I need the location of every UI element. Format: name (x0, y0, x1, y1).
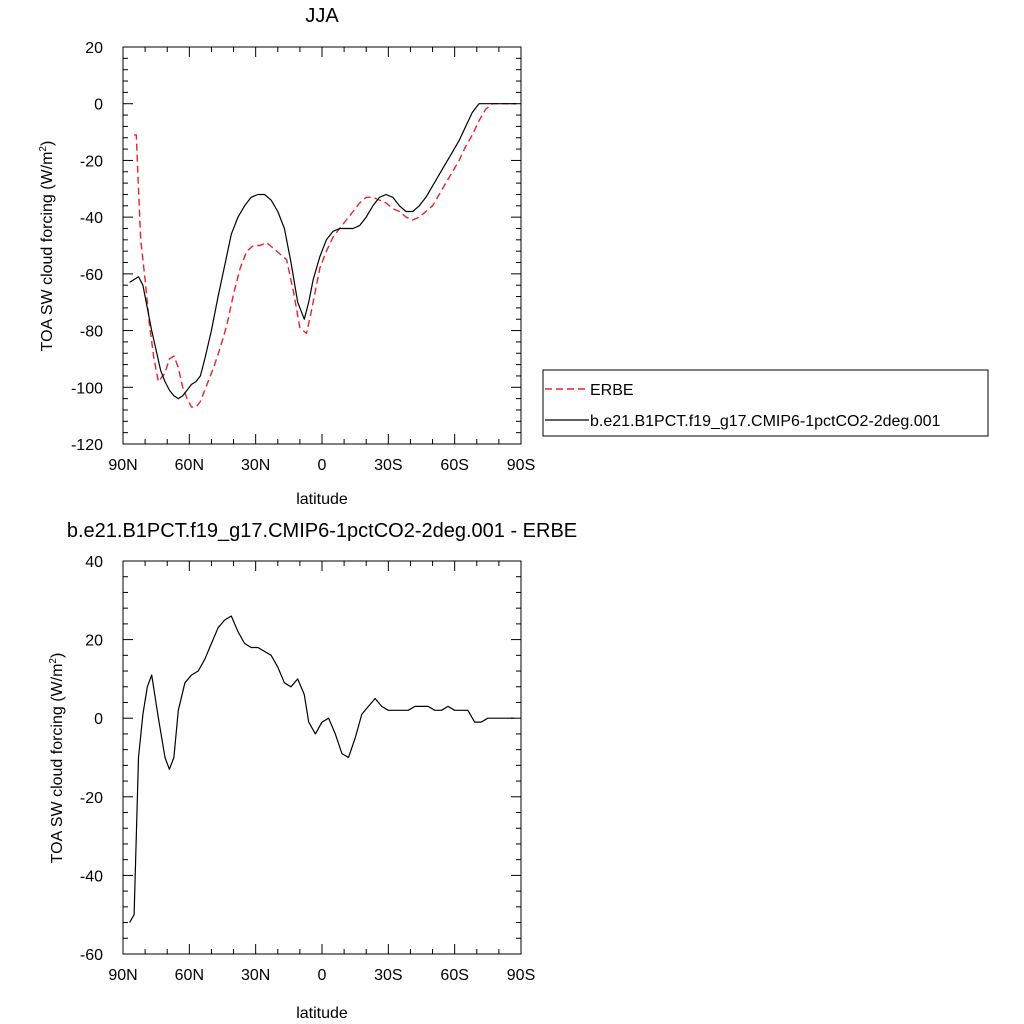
top-series-line-model (129, 103, 517, 400)
top-y-tick-label: -40 (80, 210, 103, 227)
top-y-tick-label: -80 (80, 324, 103, 341)
bottom-y-tick-label: 0 (94, 711, 103, 728)
top-panel-y-axis-label: TOA SW cloud forcing (W/m2) (38, 141, 56, 352)
top-x-tick-label: 60N (175, 457, 204, 474)
top-series-line-erbe (134, 102, 517, 408)
bottom-y-tick-label: 20 (85, 633, 103, 650)
top-panel-title: JJA (305, 5, 339, 27)
bottom-panel-x-axis-label: latitude (296, 1005, 348, 1022)
top-x-tick-label: 30N (241, 457, 270, 474)
bottom-series-line-difference (129, 615, 515, 923)
top-y-tick-label: -20 (80, 153, 103, 170)
top-y-tick-label: -100 (71, 380, 103, 397)
bottom-x-tick-label: 30S (374, 967, 402, 984)
bottom-y-tick-label: 40 (85, 554, 103, 571)
bottom-y-tick-label: -60 (80, 947, 103, 964)
top-y-tick-label: 20 (85, 40, 103, 57)
bottom-x-tick-label: 60S (440, 967, 468, 984)
legend-frame (542, 369, 989, 437)
bottom-x-tick-label: 0 (318, 967, 327, 984)
top-x-tick-label: 90N (108, 457, 137, 474)
bottom-x-tick-label: 90N (108, 967, 137, 984)
top-x-tick-label: 30S (374, 457, 402, 474)
top-x-tick-label: 90S (507, 457, 535, 474)
legend-label-model: b.e21.B1PCT.f19_g17.CMIP6-1pctCO2-2deg.0… (590, 413, 941, 430)
bottom-y-tick-label: -40 (80, 868, 103, 885)
legend-label-erbe: ERBE (590, 382, 634, 399)
bottom-x-tick-label: 30N (241, 967, 270, 984)
top-x-tick-label: 0 (318, 457, 327, 474)
bottom-x-tick-label: 60N (175, 967, 204, 984)
bottom-panel-y-axis-label: TOA SW cloud forcing (W/m2) (48, 653, 66, 864)
bottom-x-tick-label: 90S (507, 967, 535, 984)
bottom-plot-frame (122, 560, 522, 955)
legend: ERBE b.e21.B1PCT.f19_g17.CMIP6-1pctCO2-2… (542, 369, 989, 437)
top-y-tick-label: 0 (94, 97, 103, 114)
top-y-tick-label: -60 (80, 267, 103, 284)
top-y-tick-label: -120 (71, 437, 103, 454)
bottom-panel-title: b.e21.B1PCT.f19_g17.CMIP6-1pctCO2-2deg.0… (67, 520, 577, 542)
top-panel-x-axis-label: latitude (296, 491, 348, 508)
bottom-y-tick-label: -20 (80, 790, 103, 807)
top-x-tick-label: 60S (440, 457, 468, 474)
